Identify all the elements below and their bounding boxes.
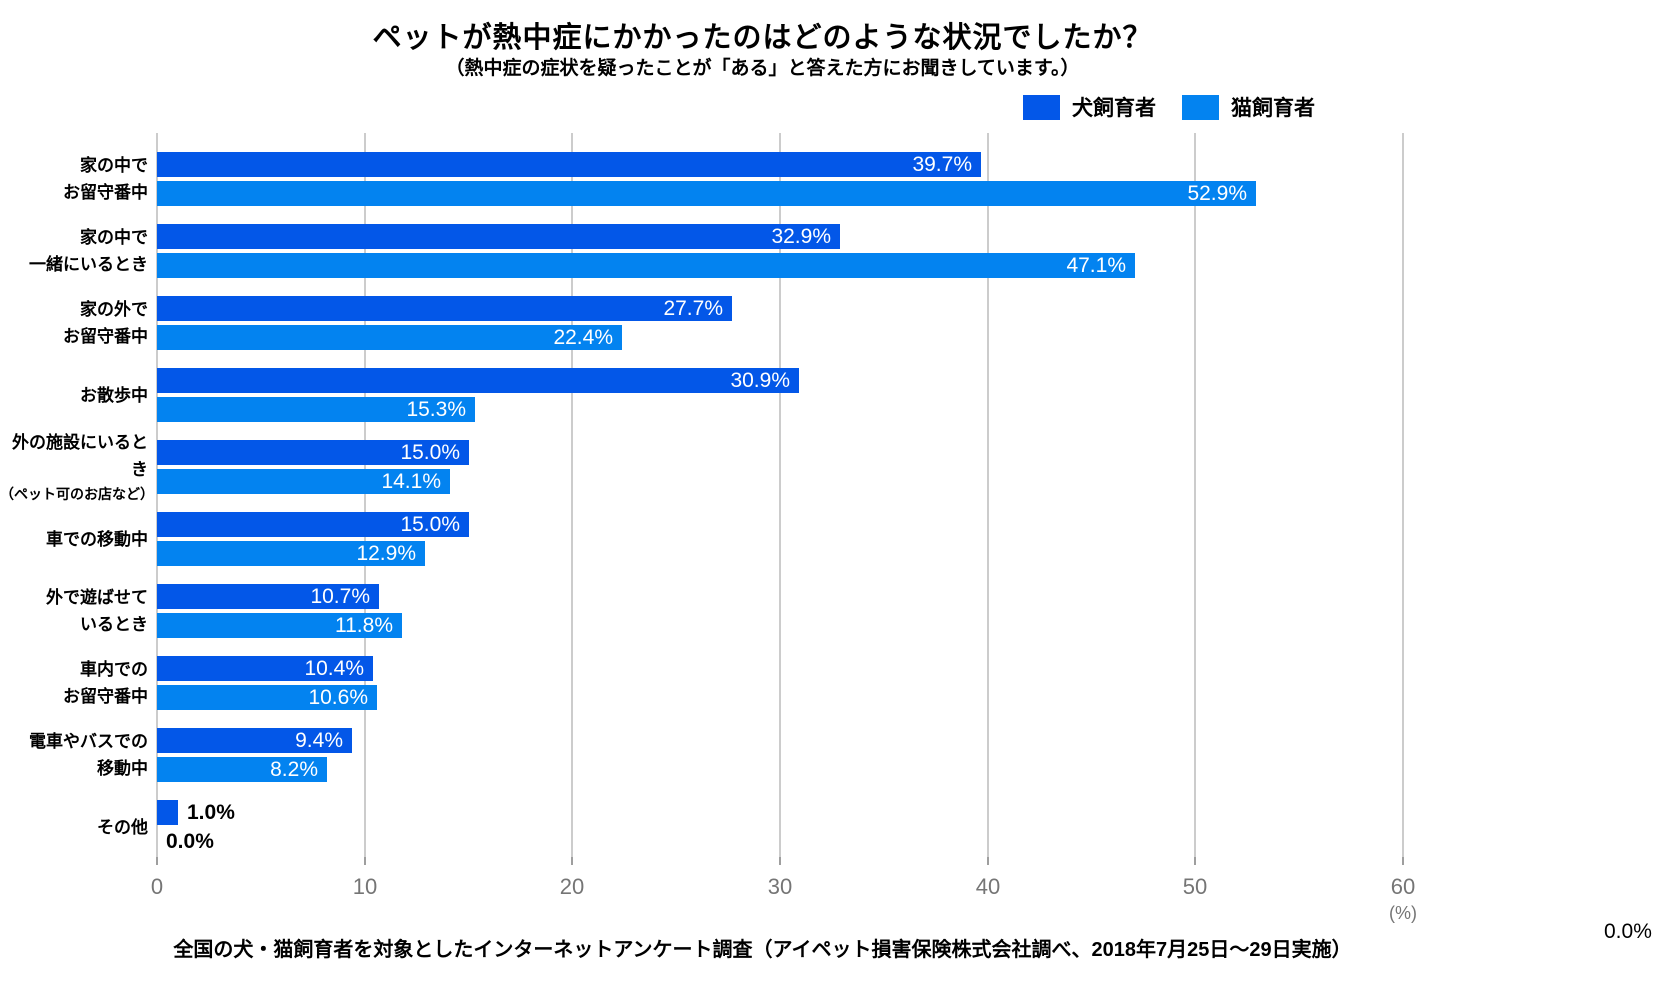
bar-value-label: 10.7% [310,585,370,608]
bar-value-label: 12.9% [356,542,416,565]
legend-label: 猫飼育者 [1231,97,1315,120]
legend-item-cat: 猫飼育者 [1182,92,1315,122]
category-label: その他 [97,817,148,837]
x-tick-label: 0 [150,874,164,899]
chart-title: ペットが熱中症にかかったのはどのような状況でしたか？ [372,22,1153,54]
x-tick-mark [1194,857,1196,865]
x-tick-mark [571,857,573,865]
bar-dog [157,800,178,825]
legend-item-dog: 犬飼育者 [1023,92,1156,122]
bar-cat [157,469,450,494]
legend-label: 犬飼育者 [1072,97,1156,120]
category-label: 家の中で お留守番中 [63,156,148,202]
bar-value-label: 30.9% [730,369,790,392]
x-axis-unit: (%) [1389,903,1417,923]
bar-value-label: 11.8% [335,614,393,637]
x-tick-label: 40 [975,874,1001,899]
bar-dog [157,296,732,321]
x-tick-mark [1402,857,1404,865]
legend-swatch [1023,94,1060,120]
category-label: 外の施設にいるとき （ペット可のお店など） [0,433,154,502]
bar-cat [157,397,475,422]
bar-value-label: 32.9% [771,225,831,248]
gridline [1402,133,1404,857]
bar-value-label: 14.1% [381,470,441,493]
bar-value-label: 15.0% [400,513,460,536]
bar-value-label: 27.7% [663,297,723,320]
bar-value-label: 15.0% [400,441,460,464]
x-tick-label: 60 [1390,874,1416,899]
bar-cat [157,253,1135,278]
stray-zero-label: 0.0% [1604,920,1652,943]
bar-dog [157,224,840,249]
bar-value-label: 39.7% [912,153,972,176]
x-tick-label: 50 [1182,874,1208,899]
bar-dog [157,656,373,681]
bar-value-label: 15.3% [406,398,466,421]
bar-cat [157,613,402,638]
bar-value-label: 1.0% [187,801,235,824]
chart-subtitle: （熱中症の症状を疑ったことが「ある」と答えた方にお聞きしています。） [445,58,1080,79]
bar-value-label: 22.4% [553,326,613,349]
category-label: 家の外で お留守番中 [63,300,148,346]
bar-value-label: 47.1% [1066,254,1126,277]
bar-value-label: 52.9% [1187,182,1247,205]
bar-cat [157,541,425,566]
legend: 犬飼育者 猫飼育者 [1023,92,1315,122]
bar-dog [157,512,469,537]
bar-value-label: 9.4% [295,729,343,752]
category-label: 車での移動中 [46,529,148,549]
bar-dog [157,368,799,393]
x-tick-mark [156,857,158,865]
category-label: 家の中で 一緒にいるとき [29,228,148,274]
x-tick-mark [364,857,366,865]
gridline [987,133,989,857]
source-note: 全国の犬・猫飼育者を対象としたインターネットアンケート調査（アイペット損害保険株… [173,939,1352,961]
bar-dog [157,152,981,177]
bar-cat [157,325,622,350]
gridline [364,133,366,857]
bar-cat [157,757,327,782]
bar-dog [157,440,469,465]
gridline [1194,133,1196,857]
x-tick-label: 10 [352,874,378,899]
bar-cat [157,181,1256,206]
x-tick-label: 30 [767,874,793,899]
gridline [571,133,573,857]
bar-value-label: 0.0% [166,830,214,853]
bar-value-label: 10.6% [308,686,368,709]
bar-value-label: 8.2% [270,758,318,781]
bar-dog [157,728,352,753]
x-tick-mark [779,857,781,865]
bar-value-label: 10.4% [304,657,364,680]
category-label: 車内での お留守番中 [63,660,148,706]
category-label: 外で遊ばせて いるとき [46,588,148,634]
category-label: 電車やバスでの 移動中 [29,732,148,778]
gridline [779,133,781,857]
category-label: お散歩中 [80,385,148,405]
x-tick-mark [987,857,989,865]
gridline [156,133,158,857]
x-tick-label: 20 [559,874,585,899]
legend-swatch [1182,94,1219,120]
bar-cat [157,685,377,710]
bar-dog [157,584,379,609]
